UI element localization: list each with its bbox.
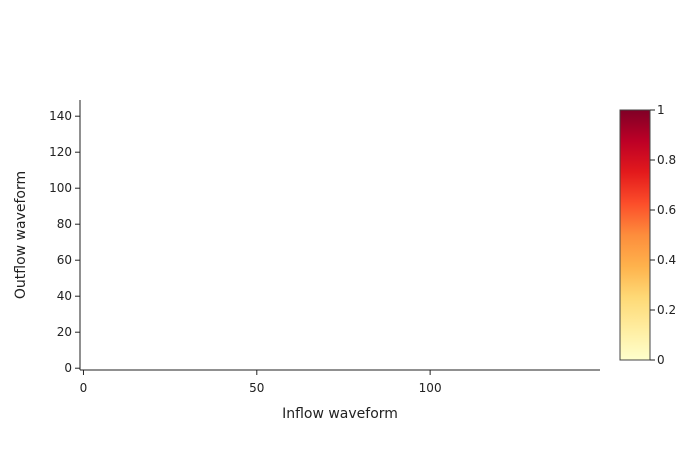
colorbar-tick-label: 0.2: [657, 303, 676, 317]
colorbar-tick-label: 0.8: [657, 153, 676, 167]
colorbar-tick-label: 0.6: [657, 203, 676, 217]
x-axis-title: Inflow waveform: [282, 406, 398, 422]
x-axis: 0 50 100: [80, 369, 600, 395]
x-tick-label: 50: [249, 381, 264, 395]
y-tick-label: 0: [64, 361, 72, 375]
y-axis: 0 20 40 60 80 100 120 140: [49, 100, 81, 375]
colorbar-tick-label: 0: [657, 353, 665, 367]
y-tick-label: 140: [49, 109, 72, 123]
x-tick-label: 0: [80, 381, 88, 395]
y-tick-label: 80: [57, 217, 72, 231]
y-tick-label: 120: [49, 145, 72, 159]
y-tick-label: 100: [49, 181, 72, 195]
colorbar-gradient: [619, 109, 651, 361]
colorbar-tick-label: 0.4: [657, 253, 676, 267]
colorbar-tick-label: 1: [657, 103, 665, 117]
y-tick-label: 60: [57, 253, 72, 267]
x-tick-label: 100: [419, 381, 442, 395]
y-tick-label: 20: [57, 325, 72, 339]
colorbar: 0 0.2 0.4 0.6 0.8 1: [619, 103, 676, 367]
y-tick-label: 40: [57, 289, 72, 303]
y-axis-title: Outflow waveform: [13, 171, 29, 299]
